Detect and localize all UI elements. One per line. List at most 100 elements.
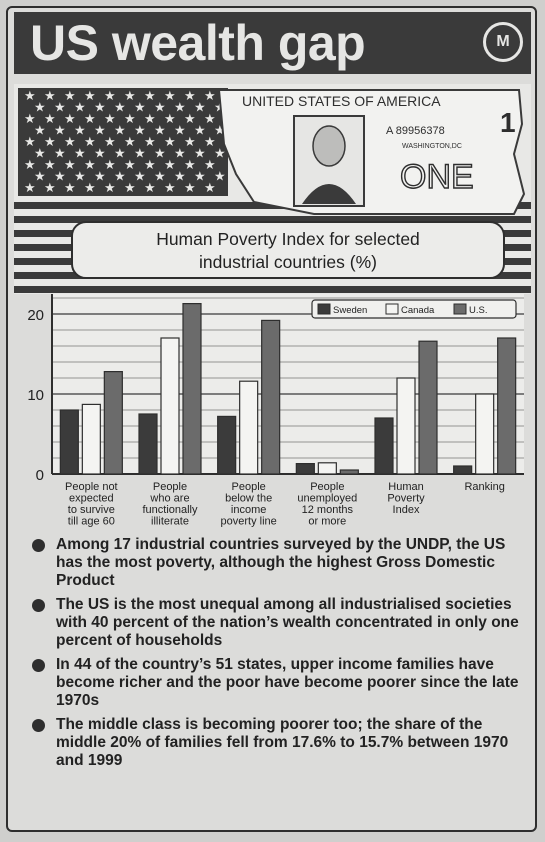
bar-canada: [81, 403, 101, 475]
star-icon: ★: [94, 123, 106, 138]
star-icon: ★: [194, 123, 206, 138]
star-icon: ★: [134, 123, 146, 138]
star-icon: ★: [24, 157, 36, 172]
star-icon: ★: [54, 169, 66, 184]
star-icon: ★: [154, 169, 166, 184]
star-icon: ★: [74, 100, 86, 115]
bar-canada: [160, 337, 180, 475]
bullet-dot-icon: [32, 539, 45, 552]
x-tick-label: Human Poverty Index: [387, 481, 425, 516]
star-icon: ★: [174, 146, 186, 161]
star-icon: ★: [124, 157, 136, 172]
bullet-text: In 44 of the country’s 51 states, upper …: [56, 656, 519, 709]
legend-label: U.S.: [469, 305, 487, 316]
star-icon: ★: [94, 146, 106, 161]
legend-swatch: [453, 303, 467, 315]
bar-sweden: [138, 413, 158, 475]
star-icon: ★: [104, 88, 116, 103]
star-icon: ★: [144, 111, 156, 126]
star-icon: ★: [74, 123, 86, 138]
dollar-bill: UNITED STATES OF AMERICA A 89956378 WASH…: [217, 89, 526, 215]
star-icon: ★: [114, 169, 126, 184]
y-tick-labels: 0 10 20: [27, 307, 44, 484]
star-icon: ★: [44, 111, 56, 126]
star-icon: ★: [204, 157, 216, 172]
star-icon: ★: [164, 134, 176, 149]
star-icon: ★: [64, 111, 76, 126]
star-icon: ★: [94, 169, 106, 184]
star-icon: ★: [144, 180, 156, 195]
gridlines: [52, 297, 524, 459]
star-icon: ★: [134, 146, 146, 161]
star-icon: ★: [164, 88, 176, 103]
star-icon: ★: [204, 180, 216, 195]
star-icon: ★: [34, 169, 46, 184]
star-icon: ★: [44, 134, 56, 149]
bullet-item: In 44 of the country’s 51 states, upper …: [30, 656, 530, 710]
chart-title-box: Human Poverty Index for selected industr…: [71, 221, 505, 279]
logo-text: M: [496, 33, 510, 50]
bullet-text: Among 17 industrial countries surveyed b…: [56, 536, 506, 589]
star-icon: ★: [54, 123, 66, 138]
y-tick-label: 20: [27, 307, 44, 324]
star-icon: ★: [134, 100, 146, 115]
star-icon: ★: [94, 100, 106, 115]
star-icon: ★: [124, 180, 136, 195]
star-icon: ★: [74, 169, 86, 184]
star-icon: ★: [84, 88, 96, 103]
bar-sweden: [374, 417, 394, 475]
flag-star-field: ★ ★ ★ ★ ★ ★ ★ ★ ★ ★★ ★ ★ ★ ★ ★ ★ ★ ★★ ★ ★ ★ ★ ★ ★ ★ ★ ★★ ★ ★ ★ ★ ★ ★ ★ ★ ★★…: [18, 88, 228, 196]
bullet-text: The middle class is becoming poorer too;…: [56, 716, 509, 769]
star-icon: ★: [164, 111, 176, 126]
star-icon: ★: [204, 88, 216, 103]
star-icon: ★: [144, 157, 156, 172]
bar-us: [497, 337, 517, 475]
star-icon: ★: [34, 123, 46, 138]
bar-us: [418, 340, 438, 475]
bar-us: [182, 303, 202, 475]
star-icon: ★: [54, 100, 66, 115]
star-icon: ★: [154, 123, 166, 138]
star-icon: ★: [184, 157, 196, 172]
bullet-text: The US is the most unequal among all ind…: [56, 596, 519, 649]
legend-swatch: [385, 303, 399, 315]
x-tick-label: People unemployed 12 months or more: [297, 481, 357, 528]
star-icon: ★: [144, 134, 156, 149]
legend-label: Canada: [401, 305, 435, 316]
logo-icon: M: [483, 22, 523, 62]
star-icon: ★: [214, 169, 226, 184]
header-bar: US wealth gap M: [14, 12, 531, 74]
star-icon: ★: [24, 111, 36, 126]
bullet-item: The middle class is becoming poorer too;…: [30, 716, 530, 770]
bar-sweden: [217, 415, 237, 475]
star-icon: ★: [184, 111, 196, 126]
x-tick-label: People below the income poverty line: [221, 481, 277, 528]
bar-canada: [396, 377, 416, 475]
bar-us: [339, 469, 359, 475]
star-icon: ★: [64, 157, 76, 172]
star-icon: ★: [84, 134, 96, 149]
star-icon: ★: [44, 88, 56, 103]
star-icon: ★: [204, 134, 216, 149]
legend: Sweden Canada U.S.: [311, 299, 517, 319]
star-icon: ★: [184, 134, 196, 149]
star-icon: ★: [214, 123, 226, 138]
star-icon: ★: [104, 111, 116, 126]
x-tick-labels: People not expected to survive till age 60 P…: [65, 481, 505, 528]
star-icon: ★: [84, 111, 96, 126]
star-icon: ★: [164, 180, 176, 195]
star-icon: ★: [174, 123, 186, 138]
portrait-icon: [302, 125, 356, 204]
star-icon: ★: [204, 111, 216, 126]
x-tick-label: People who are functionally illiterate: [142, 481, 198, 528]
star-icon: ★: [114, 123, 126, 138]
bullet-dot-icon: [32, 659, 45, 672]
star-icon: ★: [154, 146, 166, 161]
bar-canada: [317, 462, 337, 475]
bullet-dot-icon: [32, 719, 45, 732]
bullet-item: The US is the most unequal among all ind…: [30, 596, 530, 650]
bullet-item: Among 17 industrial countries surveyed b…: [30, 536, 530, 590]
star-icon: ★: [64, 134, 76, 149]
star-icon: ★: [54, 146, 66, 161]
star-icon: ★: [24, 88, 36, 103]
